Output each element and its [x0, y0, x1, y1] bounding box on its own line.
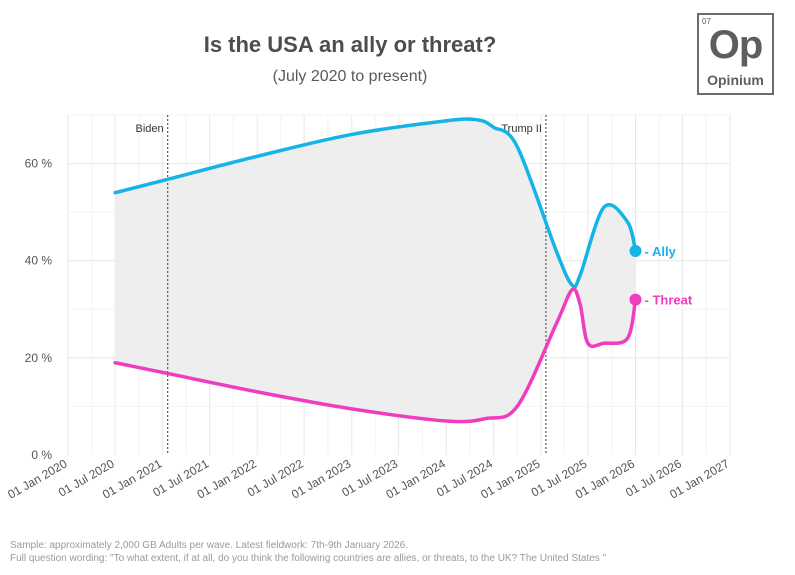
event-marker: Biden [136, 115, 169, 455]
opinium-logo: 07 Op Opinium [697, 13, 774, 95]
logo-number: 07 [702, 17, 711, 26]
threat-series-line [113, 287, 638, 424]
chart-title: Is the USA an ally or threat? [203, 32, 497, 57]
y-tick-label: 0 % [31, 448, 52, 462]
y-tick-label: 20 % [25, 351, 53, 365]
ally-end-point [629, 245, 642, 257]
ally-series-line [113, 117, 638, 289]
event-label: Biden [136, 123, 164, 135]
logo-name: Opinium [707, 72, 764, 88]
logo-symbol: Op [708, 23, 764, 67]
event-marker: Trump II [501, 115, 547, 455]
ally-series-label: - Ally [645, 244, 677, 259]
threat-end-point [629, 293, 642, 306]
footer-sample-note: Sample: approximately 2,000 GB Adults pe… [10, 540, 408, 551]
y-tick-label: 60 % [25, 157, 53, 171]
ally-threat-gap-band [115, 119, 636, 422]
y-tick-label: 40 % [25, 254, 53, 268]
event-label: Trump II [501, 123, 542, 135]
chart-subtitle: (July 2020 to present) [272, 68, 428, 85]
threat-series-label: - Threat [645, 293, 693, 308]
footer-question-wording: Full question wording: "To what extent, … [10, 553, 607, 564]
line-chart: Biden Trump II - Ally - Threat 0 % 20 % 40 % 60… [5, 114, 732, 502]
